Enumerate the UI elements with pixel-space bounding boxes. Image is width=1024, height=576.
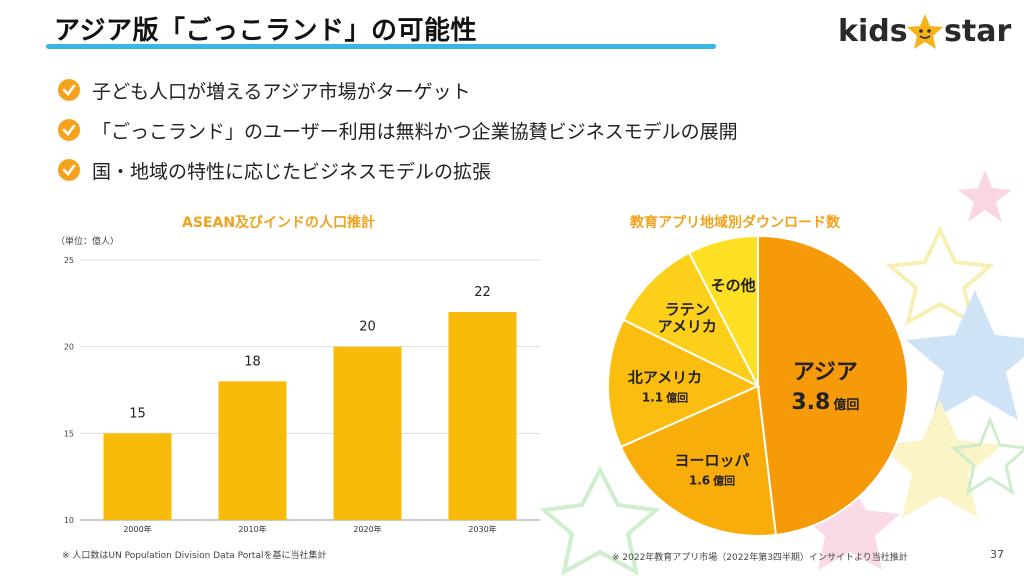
- bar-chart-title: ASEAN及びインドの人口推計: [182, 215, 376, 231]
- bar-chart-source: ※ 人口数はUN Population Division Data Portal…: [62, 551, 327, 561]
- pie-slice: [619, 384, 777, 537]
- pie-value-label: 1.6 億回: [689, 473, 735, 487]
- bullet-text: 国・地域の特性に応じたビジネスモデルの拡張: [92, 160, 492, 183]
- bar-data-label: 15: [129, 406, 146, 421]
- bar: [218, 381, 287, 520]
- logo-text-star: star: [944, 14, 1012, 49]
- bullet-text: 「ごっこランド」のユーザー利用は無料かつ企業協賛ビジネスモデルの展開: [92, 120, 738, 143]
- star-decoration: [950, 415, 1024, 496]
- pie-value: 1.6: [689, 473, 710, 487]
- bullet-item: 子ども人口が増えるアジア市場がターゲット: [58, 70, 738, 110]
- check-icon: [58, 119, 80, 141]
- pie-value-unit: 億回: [666, 391, 688, 405]
- pie-slice: [622, 251, 761, 389]
- y-tick-label: 25: [64, 256, 74, 265]
- title-underline: [46, 44, 716, 49]
- bar: [333, 346, 402, 520]
- pie-slice-label: 北アメリカ: [628, 369, 702, 387]
- page-title: アジア版「ごっこランド」の可能性: [54, 16, 477, 46]
- pie-chart-source: ※ 2022年教育アプリ市場（2022年第3四半期）インサイトより当社推計: [612, 553, 908, 563]
- pie-slice-label: アメリカ: [658, 318, 717, 336]
- y-tick-label: 20: [64, 343, 74, 352]
- bullet-list: 子ども人口が増えるアジア市場がターゲット 「ごっこランド」のユーザー利用は無料か…: [58, 70, 738, 190]
- star-decoration: [958, 170, 1012, 222]
- bar-chart-unit: （単位：億人）: [56, 237, 120, 247]
- pie-slice-label: ヨーロッパ: [675, 451, 750, 469]
- pie-slice-label: その他: [711, 276, 756, 294]
- pie-value-unit: 億回: [713, 473, 735, 487]
- pie-slice: [757, 234, 909, 537]
- bar-data-label: 18: [244, 354, 261, 369]
- star-logo-icon: [907, 14, 943, 49]
- pie-slice: [607, 318, 761, 449]
- page-number: 37: [990, 548, 1004, 561]
- bar-data-label: 20: [359, 320, 376, 335]
- bar: [448, 312, 517, 520]
- bullet-item: 国・地域の特性に応じたビジネスモデルの拡張: [58, 150, 738, 190]
- pie-slice: [687, 234, 759, 387]
- bar-chart: 10 15 20 25 15 2000年 18 2010年 20 2020年 22 2030年: [64, 256, 540, 534]
- pie-chart-title: 教育アプリ地域別ダウンロード数: [630, 215, 840, 231]
- bullet-item: 「ごっこランド」のユーザー利用は無料かつ企業協賛ビジネスモデルの展開: [58, 110, 738, 150]
- bar: [103, 433, 172, 520]
- x-tick-label: 2010年: [238, 524, 266, 534]
- x-tick-label: 2020年: [353, 524, 381, 534]
- pie-value-label: 1.1 億回: [642, 391, 688, 405]
- y-tick-label: 15: [64, 429, 74, 438]
- pie-value: 3.8: [791, 390, 830, 415]
- pie-value: 1.1: [642, 391, 663, 405]
- x-tick-label: 2000年: [123, 524, 151, 534]
- kidsstar-logo: kids star: [832, 12, 1012, 58]
- check-icon: [58, 159, 80, 181]
- pie-value-label: 3.8 億回: [791, 390, 859, 415]
- pie-slice-label: アジア: [793, 360, 858, 385]
- bullet-text: 子ども人口が増えるアジア市場がターゲット: [92, 80, 471, 103]
- y-tick-label: 10: [64, 516, 74, 525]
- bar-data-label: 22: [474, 285, 491, 300]
- pie-slice-label: ラテン: [665, 301, 710, 319]
- check-icon: [58, 79, 80, 101]
- logo-text-kids: kids: [838, 14, 908, 49]
- x-tick-label: 2030年: [468, 524, 496, 534]
- pie-value-unit: 億回: [833, 397, 859, 413]
